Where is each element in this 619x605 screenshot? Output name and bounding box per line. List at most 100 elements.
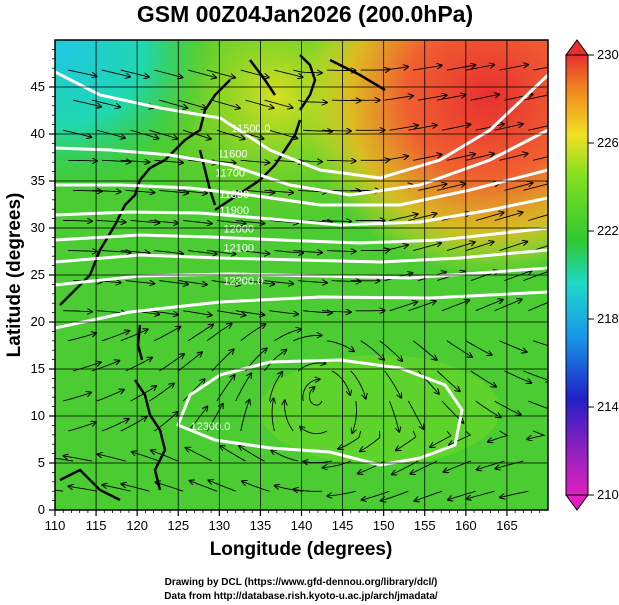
streamline	[190, 481, 218, 492]
streamline	[384, 370, 402, 398]
streamline	[269, 310, 299, 315]
streamline	[293, 489, 323, 491]
streamline	[331, 190, 361, 191]
x-tick-label: 130	[208, 518, 230, 533]
streamline	[101, 69, 130, 77]
streamline	[488, 430, 509, 442]
streamline	[274, 251, 303, 254]
streamline	[389, 302, 417, 312]
streamline	[132, 452, 160, 462]
streamline	[159, 354, 184, 372]
streamline	[285, 401, 294, 432]
streamline	[206, 404, 223, 432]
contour-12000	[55, 248, 548, 264]
streamline	[500, 490, 529, 497]
x-tick-label: 115	[86, 518, 107, 533]
streamline	[159, 99, 187, 108]
streamline	[446, 242, 475, 252]
streamline	[446, 154, 475, 161]
streamline	[98, 454, 126, 462]
chart-title: GSM 00Z04Jan2026 (200.0hPa)	[137, 1, 473, 27]
streamline	[475, 300, 503, 312]
streamline	[91, 190, 121, 191]
streamline	[68, 251, 97, 252]
streamline	[293, 69, 322, 73]
streamline	[68, 69, 96, 76]
streamline	[499, 154, 528, 161]
streamline	[494, 124, 523, 131]
colorbar-top-arrow	[565, 39, 589, 56]
y-tick-label: 5	[38, 455, 45, 470]
contour-12200	[55, 290, 548, 330]
streamline	[527, 430, 546, 439]
streamline	[504, 370, 532, 383]
streamline	[533, 340, 548, 347]
streamline	[125, 281, 155, 284]
streamline	[470, 94, 499, 101]
streamline	[310, 387, 323, 406]
streamline	[245, 99, 274, 108]
streamline	[187, 407, 207, 432]
streamline	[240, 69, 269, 77]
x-axis-ticks: 110 115 120 125 130 135 140 145 150 155 160 165	[45, 510, 541, 533]
streamline	[68, 160, 97, 161]
streamline	[130, 221, 160, 224]
streamline	[523, 94, 548, 101]
streamline	[188, 250, 217, 255]
y-tick-label: 30	[31, 220, 45, 235]
streamline	[69, 486, 97, 492]
streamline	[55, 457, 74, 462]
streamline	[183, 220, 212, 224]
streamline	[475, 124, 504, 131]
streamline	[523, 183, 548, 191]
streamline	[446, 65, 475, 71]
streamline	[528, 125, 548, 131]
x-axis-label: Longitude (degrees)	[210, 539, 393, 560]
streamline	[178, 99, 206, 108]
colorbar-ticks: 230 226 222 218 214 210	[588, 47, 619, 502]
streamline	[413, 65, 442, 71]
streamline	[178, 352, 202, 372]
colorbar-bottom-arrow	[565, 494, 589, 511]
streamline	[101, 331, 129, 342]
streamline	[396, 430, 417, 450]
colorbar-tick-label: 222	[597, 223, 619, 238]
streamline	[154, 69, 182, 77]
contour-label: 12300.0	[191, 421, 231, 433]
streamline	[475, 400, 501, 417]
bohai-coastline	[164, 79, 231, 161]
streamline	[216, 129, 245, 139]
streamline	[242, 481, 270, 492]
streamline	[379, 245, 408, 252]
x-tick-label: 145	[332, 518, 354, 533]
streamline	[475, 213, 504, 221]
x-tick-label: 110	[45, 518, 66, 533]
streamline	[121, 484, 150, 492]
streamline	[216, 375, 235, 402]
wind-streamlines	[55, 65, 548, 501]
streamline	[159, 190, 188, 193]
streamline	[418, 95, 446, 101]
streamline	[64, 456, 93, 462]
streamline	[499, 242, 528, 252]
colorbar-tick-label: 210	[597, 487, 619, 502]
streamline	[389, 125, 418, 131]
streamline	[120, 417, 147, 432]
streamline	[293, 251, 322, 253]
streamline	[392, 460, 419, 474]
streamline	[120, 251, 150, 254]
contour-label: 12100	[223, 243, 254, 255]
streamline	[211, 349, 234, 372]
streamline	[381, 490, 409, 501]
streamline	[436, 184, 465, 191]
colorbar: 230 226 222 218 214 210	[565, 39, 619, 511]
streamline	[206, 250, 236, 255]
streamline	[293, 335, 321, 342]
streamline	[149, 310, 179, 315]
contour-label: 12200.0	[223, 275, 263, 287]
streamline	[408, 214, 436, 221]
streamline	[418, 184, 446, 191]
streamline	[470, 370, 496, 387]
contour-11900	[55, 226, 548, 245]
streamline	[321, 221, 351, 222]
